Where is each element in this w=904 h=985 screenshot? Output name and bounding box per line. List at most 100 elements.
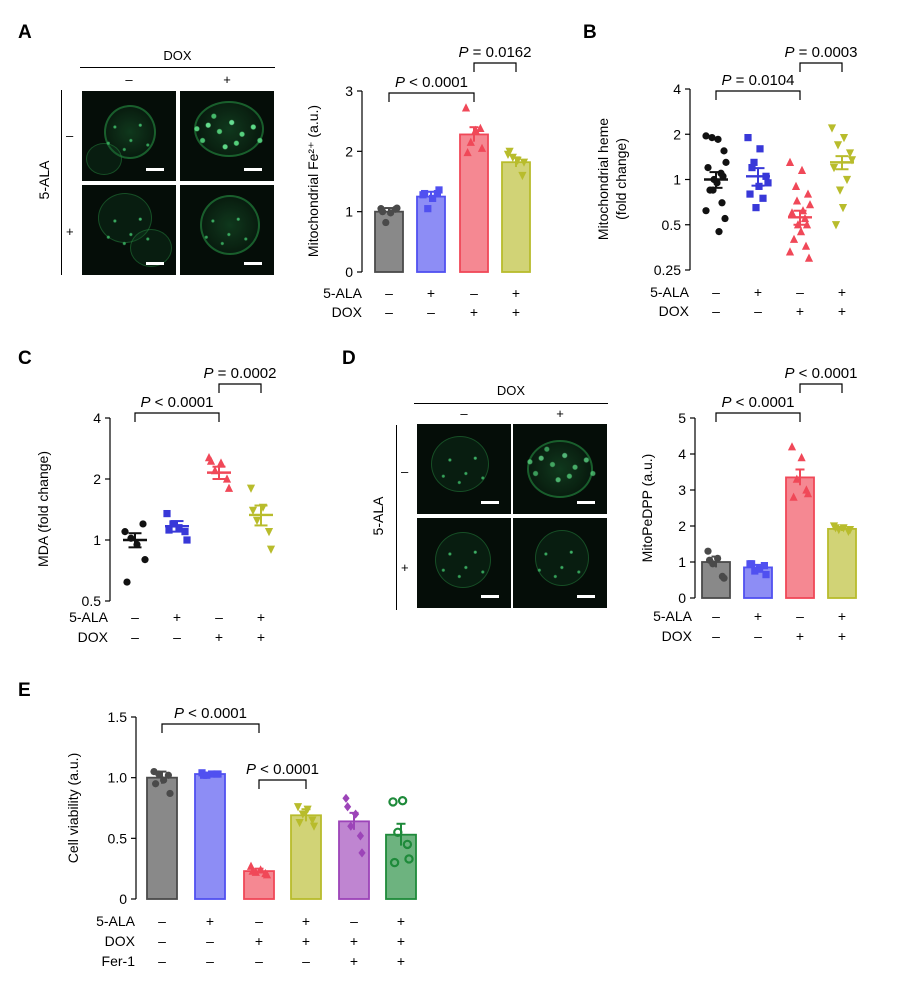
scale-bar bbox=[577, 501, 595, 504]
chart-d-condition-value: + bbox=[838, 608, 846, 624]
chart-a-p-value: P < 0.0001 bbox=[395, 74, 468, 91]
chart-d-condition-value: – bbox=[754, 628, 762, 644]
chart-b-point bbox=[759, 194, 767, 202]
chart-e-point bbox=[352, 809, 360, 819]
chart-e-condition-value: + bbox=[397, 913, 405, 929]
chart-b-point bbox=[750, 158, 758, 166]
chart-e-condition-value: – bbox=[158, 913, 166, 929]
chart-d-condition-value: + bbox=[754, 608, 762, 624]
chart-a-condition-label: DOX bbox=[332, 304, 363, 320]
chart-c-y-label: MDA (fold change) bbox=[35, 451, 51, 567]
chart-a-bar bbox=[459, 133, 489, 273]
micro-d-header-line bbox=[414, 403, 608, 404]
chart-c-condition-value: + bbox=[173, 609, 181, 625]
chart-d-point bbox=[803, 489, 813, 498]
chart-a-point bbox=[421, 189, 429, 198]
chart-a-point bbox=[518, 171, 527, 181]
chart-a-point bbox=[435, 186, 443, 194]
chart-c-point bbox=[141, 556, 149, 564]
chart-b-p-value: P = 0.0003 bbox=[785, 44, 858, 61]
chart-d-bracket bbox=[799, 383, 843, 393]
chart-c-point bbox=[123, 578, 131, 586]
chart-a-condition-label: 5-ALA bbox=[323, 285, 363, 301]
scale-bar bbox=[146, 168, 164, 171]
chart-d-y-tick-label: 0 bbox=[678, 590, 686, 606]
chart-a-condition-value: – bbox=[470, 285, 478, 301]
chart-a-p-value: P = 0.0162 bbox=[459, 44, 532, 61]
chart-e-point bbox=[397, 796, 408, 806]
chart-b-point bbox=[845, 149, 855, 158]
panel-label-b: B bbox=[583, 22, 597, 43]
chart-e-point bbox=[262, 870, 272, 879]
chart-e-condition-value: + bbox=[397, 933, 405, 949]
chart-b-point bbox=[791, 181, 801, 190]
panel-label-e: E bbox=[18, 680, 31, 701]
chart-d-condition-value: + bbox=[796, 628, 804, 644]
chart-a-condition-value: + bbox=[470, 304, 478, 320]
chart-e-y-tick-label: 1.5 bbox=[108, 709, 128, 725]
chart-e-point bbox=[293, 803, 303, 812]
chart-b-p-value: P = 0.0104 bbox=[722, 72, 795, 89]
chart-b-point bbox=[831, 221, 841, 230]
micro-a-col-plus: + bbox=[223, 72, 231, 87]
chart-e-point bbox=[298, 810, 307, 819]
scale-bar bbox=[577, 595, 595, 598]
chart-d-bar bbox=[827, 527, 857, 599]
chart-e-p-value: P < 0.0001 bbox=[246, 761, 319, 778]
chart-b-condition-value: + bbox=[754, 284, 762, 300]
chart-a-point bbox=[466, 137, 475, 146]
chart-d-point bbox=[792, 474, 801, 483]
chart-a-bar bbox=[374, 210, 404, 273]
chart-a-point bbox=[519, 158, 529, 167]
chart-d-condition-value: – bbox=[796, 608, 804, 624]
chart-e-point bbox=[308, 816, 317, 825]
chart-c-condition-value: – bbox=[131, 629, 139, 645]
chart-b-point bbox=[797, 165, 807, 174]
chart-e-point bbox=[388, 797, 398, 807]
panel-label-c: C bbox=[18, 348, 32, 369]
chart-c-y-tick-label: 0.5 bbox=[82, 593, 102, 609]
chart-c-condition-value: – bbox=[131, 609, 139, 625]
chart-e-point bbox=[309, 822, 319, 831]
chart-a-y-tick-label: 1 bbox=[345, 204, 353, 220]
chart-c-p-value: P = 0.0002 bbox=[204, 365, 277, 382]
chart-b-point bbox=[785, 247, 795, 256]
chart-b-point bbox=[721, 214, 729, 223]
micro-d-col-plus: + bbox=[556, 406, 564, 421]
chart-e-bar bbox=[290, 814, 322, 900]
chart-e-condition-value: – bbox=[158, 933, 166, 949]
chart-d-bracket bbox=[715, 412, 801, 422]
chart-b-point bbox=[796, 227, 806, 236]
chart-e-condition-label: 5-ALA bbox=[96, 913, 136, 929]
chart-d-condition-value: + bbox=[838, 628, 846, 644]
scale-bar bbox=[481, 501, 499, 504]
chart-d-y-tick-label: 2 bbox=[678, 518, 686, 534]
chart-d-point bbox=[751, 567, 759, 575]
chart-b-point bbox=[702, 207, 710, 215]
chart-b-point bbox=[835, 186, 845, 195]
scale-bar bbox=[244, 168, 262, 171]
chart-b-condition-value: + bbox=[838, 284, 846, 300]
chart-e-point bbox=[347, 821, 355, 831]
scale-bar bbox=[481, 595, 499, 598]
chart-a-point bbox=[477, 143, 487, 152]
micro-a-row-minus: – bbox=[66, 128, 74, 143]
chart-e-p-value: P < 0.0001 bbox=[174, 705, 247, 722]
chart-c-point bbox=[252, 516, 262, 525]
chart-e-point bbox=[389, 857, 400, 868]
chart-b-point bbox=[704, 163, 712, 172]
chart-d-point bbox=[760, 562, 768, 570]
chart-a-point bbox=[505, 147, 514, 156]
chart-c-p-value: P < 0.0001 bbox=[141, 394, 214, 411]
chart-d-p-value: P < 0.0001 bbox=[785, 365, 858, 382]
chart-e-condition-value: + bbox=[206, 913, 214, 929]
chart-e-condition-label: DOX bbox=[105, 933, 136, 949]
chart-b-bracket bbox=[715, 90, 801, 100]
chart-c-point bbox=[222, 474, 232, 483]
chart-c-point bbox=[183, 536, 191, 544]
chart-a-point bbox=[393, 204, 401, 212]
chart-b-point bbox=[746, 190, 754, 198]
chart-e-bar bbox=[146, 776, 178, 900]
chart-b-point bbox=[702, 132, 710, 140]
